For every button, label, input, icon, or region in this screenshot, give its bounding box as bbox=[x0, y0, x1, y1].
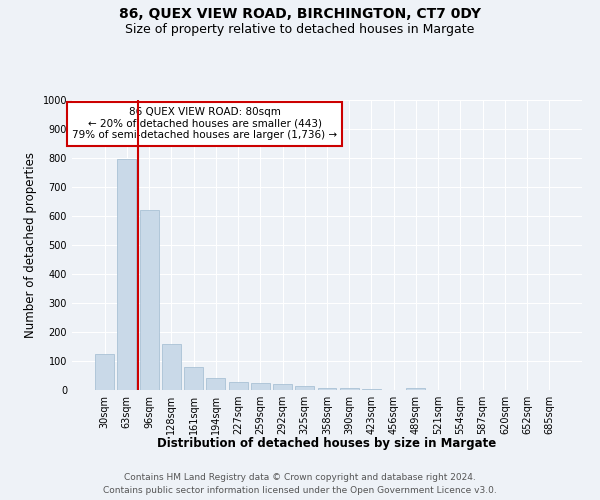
Y-axis label: Number of detached properties: Number of detached properties bbox=[24, 152, 37, 338]
Bar bbox=[317, 388, 337, 390]
Bar bbox=[340, 388, 359, 390]
Bar bbox=[118, 160, 136, 390]
Bar bbox=[206, 378, 225, 390]
Bar bbox=[184, 367, 203, 390]
Bar bbox=[273, 384, 292, 390]
Bar bbox=[162, 344, 181, 390]
Text: 86, QUEX VIEW ROAD, BIRCHINGTON, CT7 0DY: 86, QUEX VIEW ROAD, BIRCHINGTON, CT7 0DY bbox=[119, 8, 481, 22]
Bar bbox=[229, 382, 248, 390]
Bar bbox=[95, 354, 114, 390]
Bar bbox=[251, 383, 270, 390]
Text: Size of property relative to detached houses in Margate: Size of property relative to detached ho… bbox=[125, 22, 475, 36]
Bar bbox=[362, 388, 381, 390]
Text: Distribution of detached houses by size in Margate: Distribution of detached houses by size … bbox=[157, 438, 497, 450]
Bar bbox=[295, 386, 314, 390]
Bar bbox=[406, 388, 425, 390]
Bar bbox=[140, 210, 158, 390]
Text: 86 QUEX VIEW ROAD: 80sqm
← 20% of detached houses are smaller (443)
79% of semi-: 86 QUEX VIEW ROAD: 80sqm ← 20% of detach… bbox=[72, 108, 337, 140]
Text: Contains HM Land Registry data © Crown copyright and database right 2024.
Contai: Contains HM Land Registry data © Crown c… bbox=[103, 474, 497, 495]
